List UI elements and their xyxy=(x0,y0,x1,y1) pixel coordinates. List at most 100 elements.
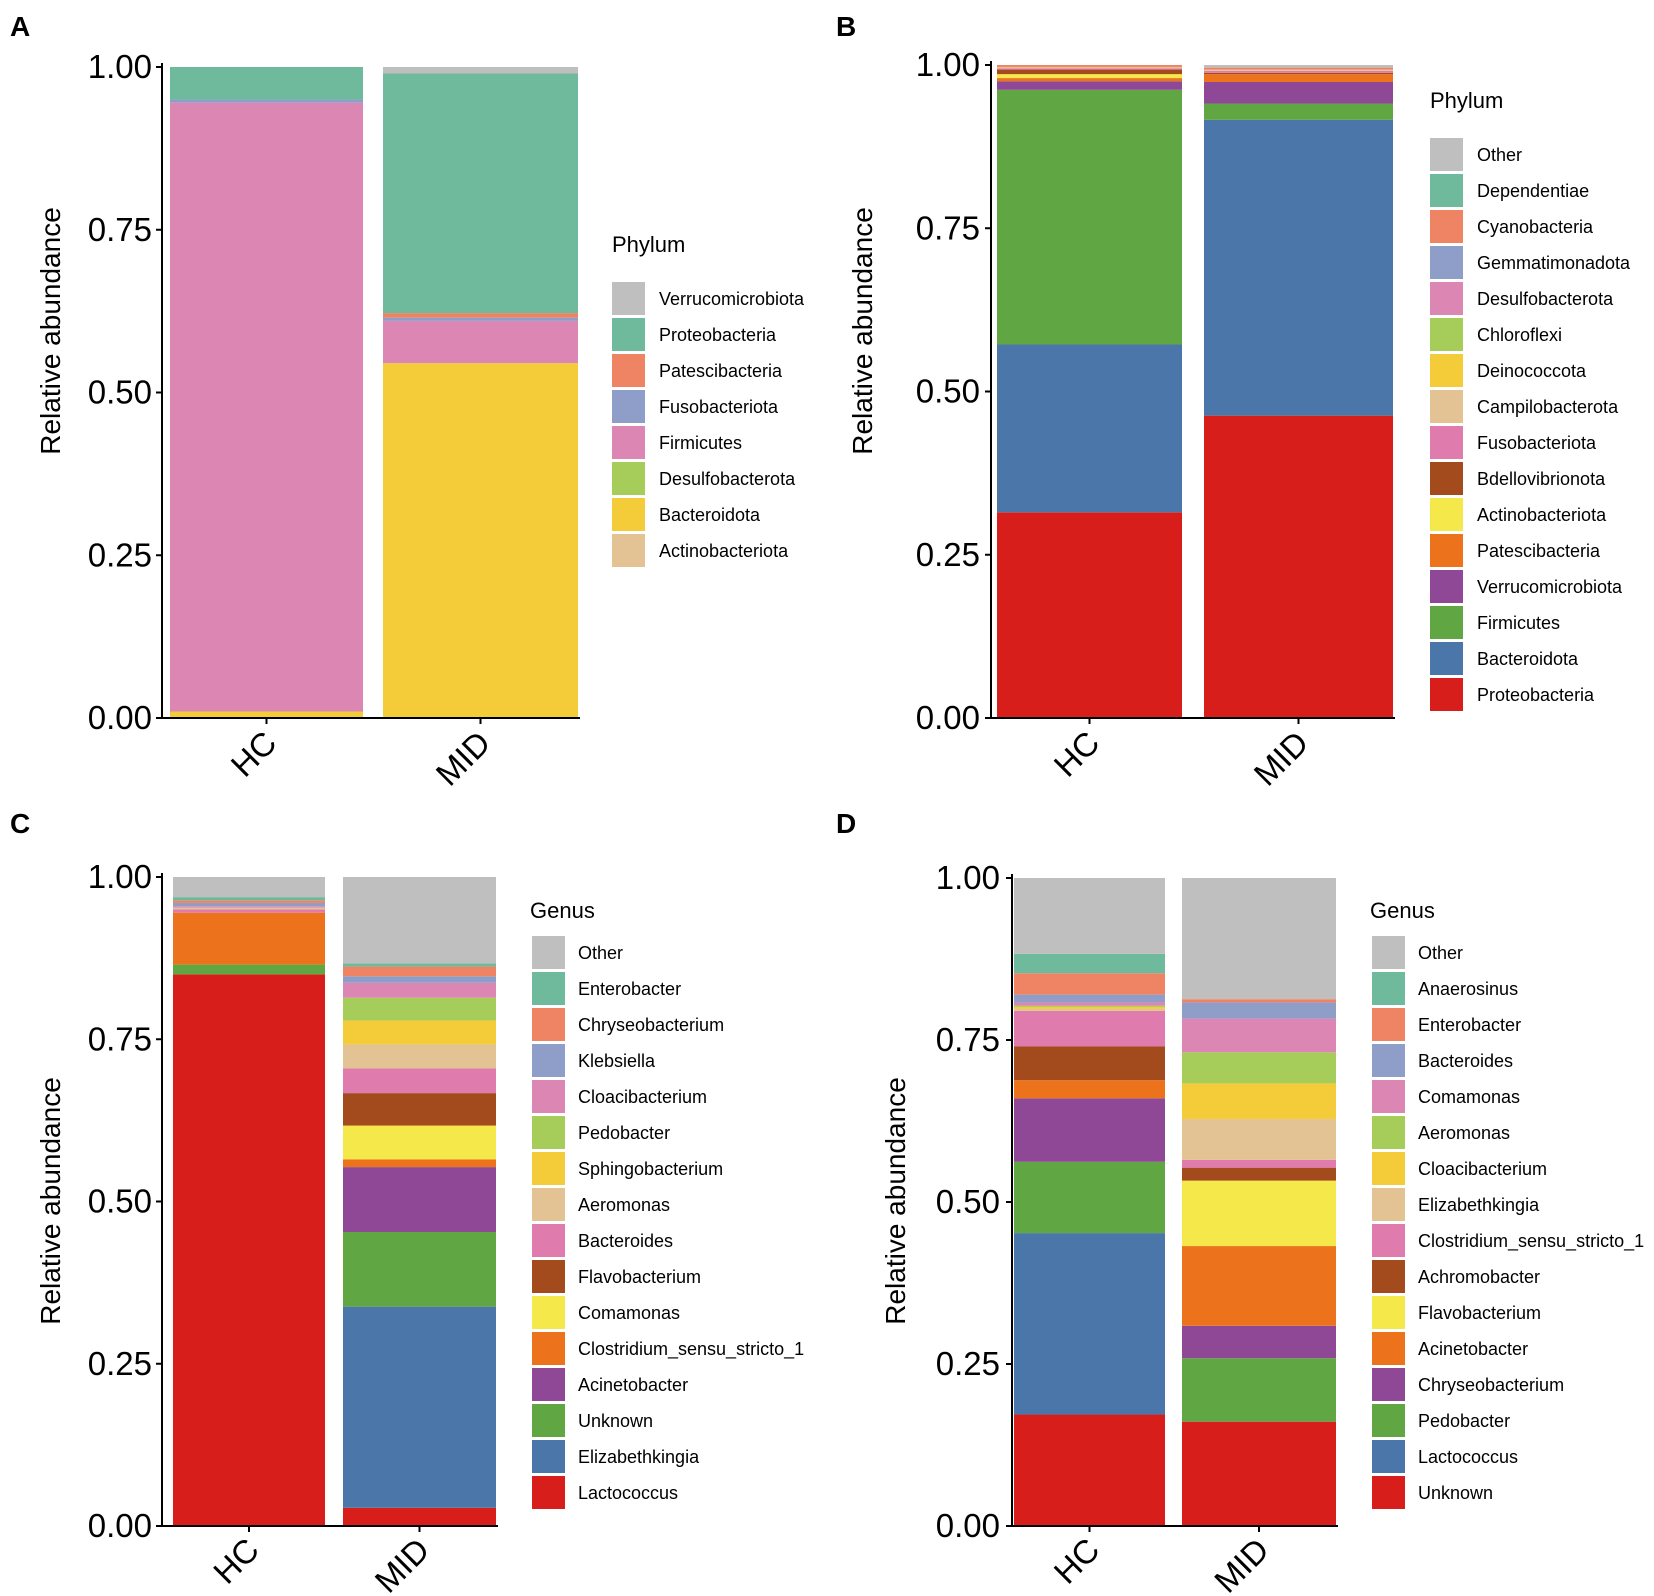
legend-item: Aeromonas xyxy=(532,1188,670,1221)
legend-item: Other xyxy=(532,936,623,969)
bar-segment-mid xyxy=(343,1125,496,1160)
legend-swatch xyxy=(612,318,645,351)
legend-label: Sphingobacterium xyxy=(578,1159,723,1179)
bar-segment-mid xyxy=(343,1044,496,1069)
bar-segment-hc xyxy=(1014,973,1165,995)
x-category-label: MID xyxy=(1207,1531,1276,1596)
legend-label: Elizabethkingia xyxy=(1418,1195,1540,1215)
legend-item: Firmicutes xyxy=(612,426,742,459)
legend-label: Lactococcus xyxy=(578,1483,678,1503)
bar-segment-mid xyxy=(1182,878,1336,1000)
legend-label: Bacteroides xyxy=(578,1231,673,1251)
legend-item: Proteobacteria xyxy=(1430,678,1595,711)
panel-d: D 0.00 0.25 0.50 0.75 1.00 Relative abundance H… xyxy=(836,808,1644,1596)
legend-swatch xyxy=(532,1116,565,1149)
bar-segment-mid xyxy=(343,877,496,964)
legend-swatch xyxy=(1430,282,1463,315)
legend-label: Firmicutes xyxy=(659,433,742,453)
legend-label: Desulfobacterota xyxy=(1477,289,1614,309)
legend-swatch xyxy=(532,1368,565,1401)
legend-label: Firmicutes xyxy=(1477,613,1560,633)
legend-item: Bacteroidota xyxy=(612,498,761,531)
legend-swatch xyxy=(1372,1080,1405,1113)
legend-item: Lactococcus xyxy=(1372,1440,1518,1473)
bar-segment-hc xyxy=(173,974,325,1526)
legend-swatch xyxy=(532,1044,565,1077)
legend-item: Chryseobacterium xyxy=(532,1008,724,1041)
panel-a: A 0.00 0.25 0.50 0.75 1.00 Relative abundance H… xyxy=(10,11,805,793)
legend-swatch xyxy=(612,282,645,315)
legend-item: Deinococcota xyxy=(1430,354,1587,387)
legend-swatch xyxy=(1372,1296,1405,1329)
legend-swatch xyxy=(532,1188,565,1221)
bar-segment-hc xyxy=(173,902,325,907)
legend-swatch xyxy=(612,354,645,387)
bar-segment-mid xyxy=(1182,1167,1336,1181)
legend-item: Patescibacteria xyxy=(1430,534,1601,567)
bar-segment-hc xyxy=(997,344,1182,513)
x-category-label: MID xyxy=(368,1531,437,1596)
legend-swatch xyxy=(1430,138,1463,171)
legend-label: Enterobacter xyxy=(1418,1015,1521,1035)
legend-label: Acinetobacter xyxy=(578,1375,688,1395)
legend-item: Cloacibacterium xyxy=(532,1080,707,1113)
legend-swatch xyxy=(1430,606,1463,639)
bar-segment-mid xyxy=(1182,1421,1336,1526)
legend-label: Cloacibacterium xyxy=(1418,1159,1547,1179)
bar-segment-mid xyxy=(1182,1325,1336,1359)
legend-label: Dependentiae xyxy=(1477,181,1589,201)
legend-label: Actinobacteriota xyxy=(659,541,789,561)
legend-item: Enterobacter xyxy=(1372,1008,1521,1041)
y-tick-label: 0.50 xyxy=(916,373,980,410)
y-tick-label: 1.00 xyxy=(916,46,980,83)
legend-item: Verrucomicrobiota xyxy=(612,282,805,315)
legend-item: Flavobacterium xyxy=(1372,1296,1541,1329)
y-tick-label: 1.00 xyxy=(936,859,1000,896)
bar-segment-mid xyxy=(1204,74,1393,82)
legend-swatch xyxy=(1372,1008,1405,1041)
legend-item: Aeromonas xyxy=(1372,1116,1510,1149)
bar-segment-mid xyxy=(383,313,578,318)
y-tick-label: 0.00 xyxy=(88,699,152,736)
legend: Genus Other Anaerosinus Enterobacter Bactero… xyxy=(1370,898,1644,1509)
legend-swatch xyxy=(1430,426,1463,459)
legend-item: Verrucomicrobiota xyxy=(1430,570,1623,603)
legend-swatch xyxy=(532,1476,565,1509)
y-axis-label: Relative abundance xyxy=(880,1077,911,1325)
legend-label: Bacteroidota xyxy=(1477,649,1579,669)
y-tick-label: 0.25 xyxy=(88,1345,152,1382)
legend-label: Proteobacteria xyxy=(1477,685,1595,705)
legend-label: Verrucomicrobiota xyxy=(1477,577,1623,597)
bar-segment-hc xyxy=(173,897,325,901)
legend-label: Aeromonas xyxy=(1418,1123,1510,1143)
legend: Phylum Verrucomicrobiota Proteobacteria Pat… xyxy=(612,232,805,567)
bar-segment-mid xyxy=(383,73,578,314)
bar-segment-hc xyxy=(173,964,325,975)
bar-segment-mid xyxy=(1182,1002,1336,1019)
legend-item: Firmicutes xyxy=(1430,606,1560,639)
bar-segment-hc xyxy=(997,81,1182,90)
legend-item: Enterobacter xyxy=(532,972,681,1005)
bar-segment-mid xyxy=(383,317,578,321)
legend-swatch xyxy=(612,498,645,531)
bar-segment-mid xyxy=(1182,1358,1336,1422)
legend-label: Elizabethkingia xyxy=(578,1447,700,1467)
legend-label: Gemmatimonadota xyxy=(1477,253,1631,273)
legend-swatch xyxy=(1372,1368,1405,1401)
bar-segment-mid xyxy=(1204,103,1393,120)
legend-item: Chloroflexi xyxy=(1430,318,1562,351)
legend-swatch xyxy=(1430,354,1463,387)
legend-label: Other xyxy=(1477,145,1522,165)
legend-item: Pedobacter xyxy=(532,1116,670,1149)
legend-item: Dependentiae xyxy=(1430,174,1589,207)
bar-segment-hc xyxy=(1014,953,1165,974)
legend-label: Clostridium_sensu_stricto_1 xyxy=(578,1339,804,1360)
bar-segment-hc xyxy=(1014,878,1165,954)
bar-segment-hc xyxy=(173,907,325,910)
legend-swatch xyxy=(1430,498,1463,531)
legend-swatch xyxy=(1430,390,1463,423)
bar-segment-hc xyxy=(1014,1005,1165,1007)
legend-label: Achromobacter xyxy=(1418,1267,1540,1287)
bar-segment-mid xyxy=(343,1093,496,1126)
bar-segment-mid xyxy=(1204,70,1393,73)
